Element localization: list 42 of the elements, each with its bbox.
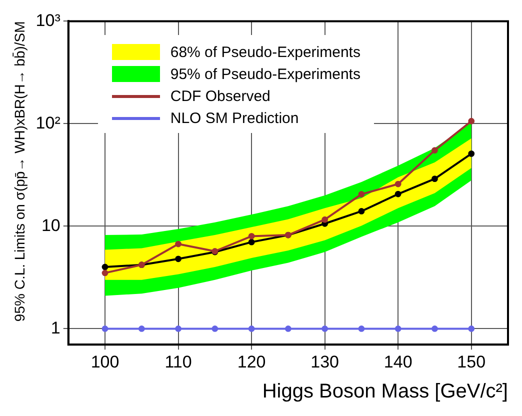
point	[102, 326, 108, 332]
x-tick-label: 100	[90, 352, 120, 372]
point	[432, 176, 438, 182]
legend-label: 95% of Pseudo-Experiments	[170, 66, 360, 83]
point	[248, 326, 255, 332]
point	[432, 326, 438, 332]
y-tick-label: 10²	[36, 113, 61, 132]
point	[394, 326, 402, 332]
y-tick-label: 10³	[36, 10, 61, 30]
point	[468, 326, 475, 332]
legend-label: 68% of Pseudo-Experiments	[170, 44, 360, 61]
point	[175, 326, 182, 332]
point	[358, 326, 365, 332]
point	[284, 326, 292, 332]
point	[358, 191, 365, 198]
x-tick-label: 110	[164, 352, 192, 372]
x-tick-label: 140	[384, 352, 412, 372]
x-tick-label: 130	[310, 352, 340, 372]
y-tick-label: 10	[41, 216, 60, 235]
point	[102, 264, 108, 270]
point	[248, 232, 255, 240]
point	[138, 326, 145, 332]
legend-label: NLO SM Prediction	[170, 110, 299, 127]
point	[212, 326, 218, 332]
point	[248, 238, 255, 246]
point	[468, 118, 475, 124]
point	[432, 147, 438, 154]
point	[175, 256, 182, 262]
point	[394, 190, 402, 198]
point	[102, 270, 108, 276]
point	[175, 240, 182, 248]
point	[358, 208, 365, 214]
legend-label: CDF Observed	[170, 88, 270, 105]
point	[322, 326, 328, 332]
x-tick-label: 120	[237, 352, 266, 372]
y-tick-label: 1	[50, 318, 60, 338]
point	[394, 180, 402, 188]
point	[468, 150, 475, 157]
point	[322, 216, 328, 223]
x-axis-title: Higgs Boson Mass [GeV/c²]	[262, 380, 508, 403]
y-axis-title: 95% C.L. Limits on σ(pp̄→ WH)xBR(H→ bb̄)/SM	[11, 21, 28, 322]
x-tick-label: 150	[457, 352, 486, 372]
